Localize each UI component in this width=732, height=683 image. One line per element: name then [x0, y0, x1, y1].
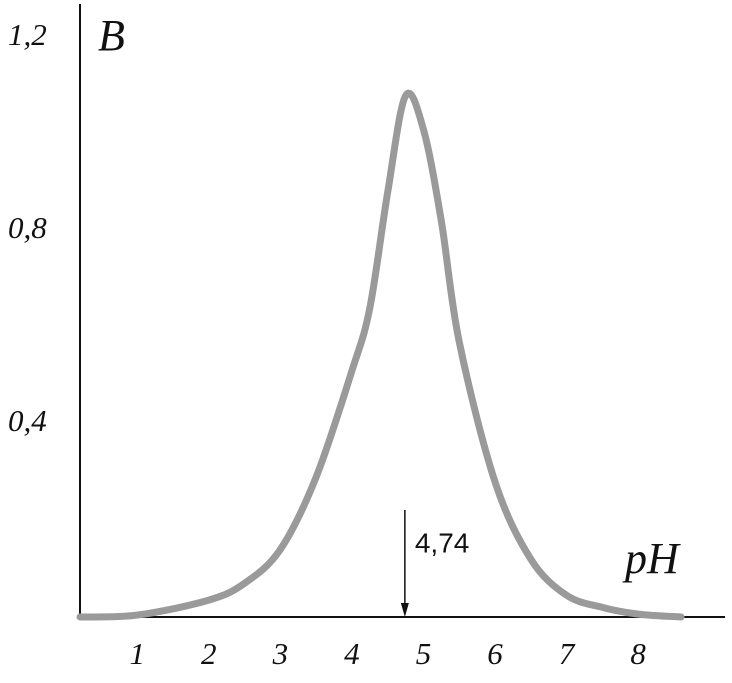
- x-tick-label: 6: [487, 636, 503, 671]
- arrow-head: [400, 603, 409, 617]
- x-tick-label: 1: [129, 636, 145, 671]
- y-axis-label: B: [98, 11, 125, 60]
- y-tick-label: 0,4: [8, 403, 47, 438]
- y-tick-label: 0,8: [8, 210, 47, 245]
- curve: [76, 89, 685, 621]
- x-tick-label: 8: [630, 636, 646, 671]
- y-tick-label: 1,2: [8, 17, 47, 52]
- x-tick-label: 4: [344, 636, 360, 671]
- x-tick-label: 3: [272, 636, 289, 671]
- annotation-label: 4,74: [415, 527, 470, 558]
- x-tick-label: 7: [559, 636, 576, 671]
- x-tick-label: 2: [201, 636, 217, 671]
- x-axis-label: pH: [622, 534, 681, 583]
- x-tick-label: 5: [416, 636, 432, 671]
